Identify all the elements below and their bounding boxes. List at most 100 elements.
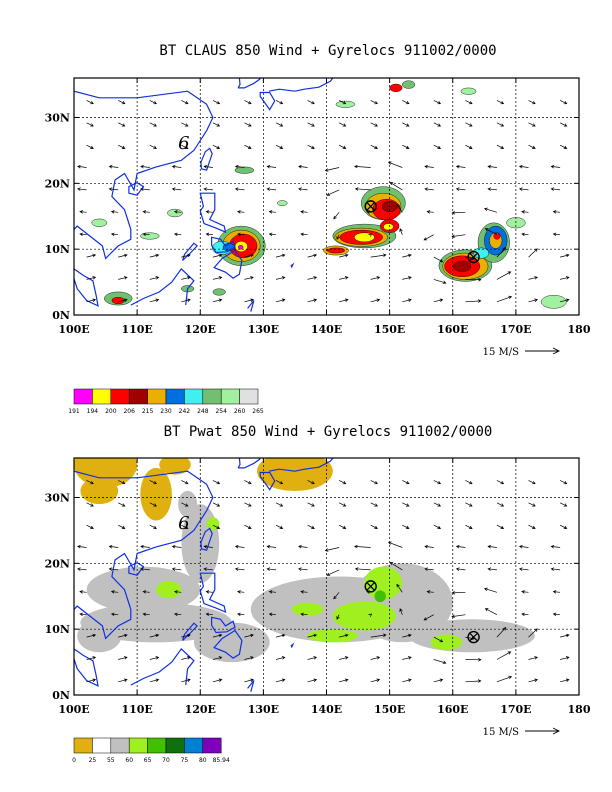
lon-tick-label: 150E [374,703,405,716]
wind-vector [424,164,434,169]
wind-vector [336,614,340,620]
colorbar-swatch [184,388,204,405]
wind-vector [465,100,473,105]
coastline [237,458,241,469]
wind-vector [149,298,160,303]
wind-vector [465,144,473,149]
wind-vector [559,100,568,105]
wind-vector [118,633,128,638]
wind-vector [118,298,128,303]
wind-vector [402,678,412,683]
wind-vector [528,524,536,529]
coastline [182,622,198,641]
wind-vector [171,187,182,191]
wind-vector [149,144,157,149]
wind-vector [483,587,498,593]
coastline [268,458,334,472]
wind-vectors: 6 [77,480,570,683]
wind-vector [149,276,160,280]
scale-vector-label: 15 M/S [483,727,520,738]
colorbar-swatch [184,737,204,754]
wind-vector [455,164,466,169]
pwat-colorbar: 0 25 55 60 65 70 75 80 85.94 [72,737,230,764]
colorbar-label: 248 [197,408,209,415]
wind-vector [465,679,482,683]
wind-vector [455,544,466,549]
wind-vector [118,122,126,127]
wind-vector [552,210,561,214]
wind-vector [149,524,157,529]
wind-vector [307,678,318,683]
wind-vector [339,276,349,280]
wind-vector [181,253,191,258]
colorbar-label: 191 [68,408,80,415]
wind-vector [237,612,245,616]
wind-vector [149,502,157,507]
lat-lon-grid [74,458,579,695]
wind-vector [86,502,94,507]
wind-vector [307,502,315,507]
wind-vector [307,276,318,280]
wind-vector [336,234,340,240]
wind-vector [300,590,308,594]
scale-vector-arrow [525,347,561,355]
wind-vector [528,656,539,660]
wind-vector [212,502,221,507]
wind-vector [300,232,308,236]
wind-vector [298,187,308,191]
wind-vector [244,276,254,280]
wind-vector [339,253,349,258]
wind-vector [433,524,442,529]
coastline [238,458,261,469]
wind-vector [387,541,403,548]
lat-lon-grid [74,78,579,315]
wind-vector [560,253,570,258]
wind-vector [339,656,349,660]
wind-vector [496,651,512,660]
wind-vector [465,277,482,282]
wind-vector [402,656,412,660]
colorbar-label: 25 [89,757,97,764]
wind-vector [118,524,126,529]
wind-vector [275,656,286,660]
wind-vector [496,524,505,529]
wind-vector [402,633,412,638]
wind-vector [266,544,277,549]
wind-vector [433,122,442,127]
wind-vector [118,276,128,280]
colorbar-swatch [92,388,112,405]
wind-vector [140,164,150,169]
coastline [128,562,145,576]
wind-vector [307,100,315,105]
field-blob [335,100,356,108]
wind-vector [203,567,213,571]
wind-vector [370,100,378,105]
wind-vector [559,144,568,149]
coastline [74,648,99,687]
field-blob [77,619,122,653]
wind-vector [528,480,536,485]
wind-vector [552,232,561,236]
wind-vector [275,122,284,127]
wind-vector [86,298,97,303]
colorbar-label: 55 [107,757,115,764]
wind-vector [181,100,189,105]
wind-vector [181,298,191,303]
wind-vector [433,678,444,683]
wind-vector [268,590,277,594]
wind-vector [338,480,347,485]
wind-vector [268,612,277,616]
wind-vector [244,144,252,149]
gyre-location-marks [364,580,480,644]
wind-vector [86,524,94,529]
wind-vector [142,590,150,594]
wind-vector [550,544,561,549]
wind-vector [275,253,286,258]
wind-vector [370,524,378,529]
wind-vector [86,276,97,280]
wind-vector [142,612,150,616]
colorbar-label: 70 [162,757,170,764]
coastline [213,249,243,279]
wind-vector [368,233,373,237]
wind-vector [237,590,245,594]
